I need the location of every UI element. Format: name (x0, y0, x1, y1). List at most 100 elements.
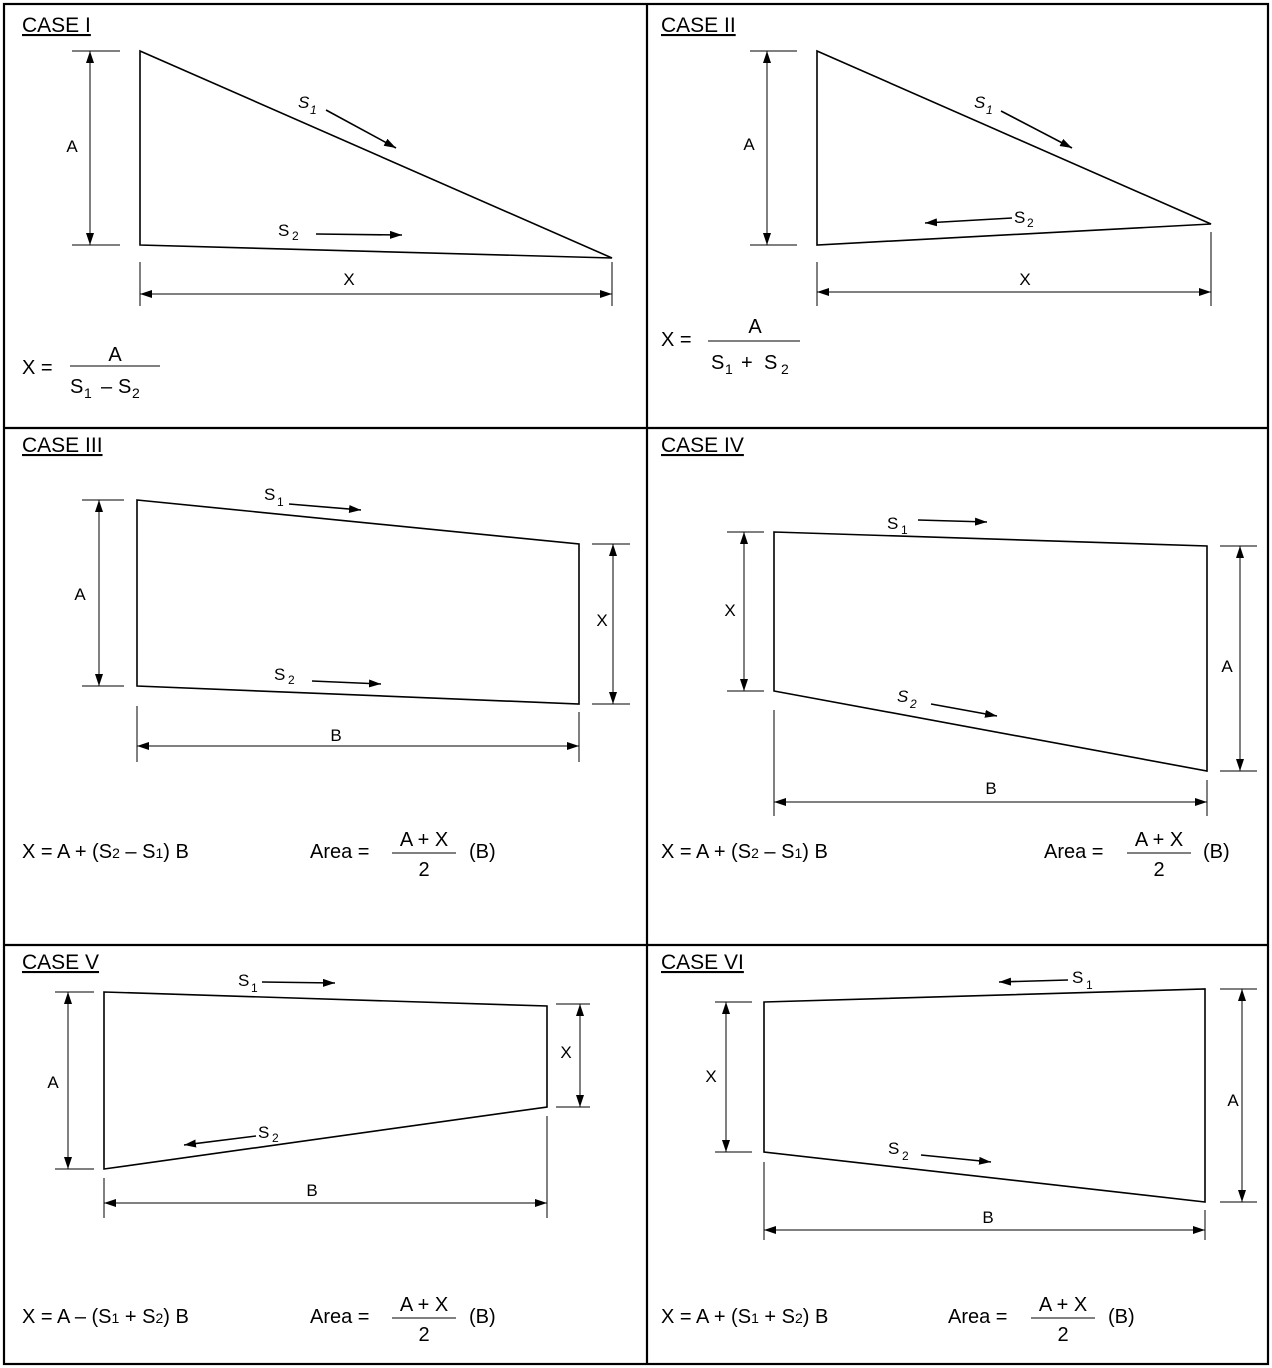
case-2-formula-lhs: X = (661, 329, 692, 351)
case-3-label-a: A (74, 585, 86, 604)
case-6-s1-label: S (1072, 968, 1083, 987)
case-1-formula-den-sub2: 2 (132, 385, 140, 401)
case-1-formula-den-s1: S (70, 376, 83, 398)
case-2-s2-sub: 2 (1027, 216, 1034, 230)
case-5-s1-sub: 1 (251, 981, 258, 995)
case-5-shape (103, 991, 548, 1170)
case-2-s1-arrow (1000, 110, 1073, 149)
case-6-area-num: A + X (1039, 1294, 1087, 1316)
case-2-panel: CASE II A X S 1 S 2 X = A S 1 + S 2 (661, 14, 1212, 377)
case-1-s2-arrow (315, 230, 403, 239)
case-6-panel: CASE VI X A B S 1 S 2 X = A + (S1 + S2) … (661, 951, 1257, 1346)
case-3-area-den: 2 (418, 859, 429, 881)
case-2-s2-arrow (924, 217, 1013, 227)
case-1-s2-label: S (278, 221, 289, 240)
case-3-area-num: A + X (400, 829, 448, 851)
case-6-label-a: A (1227, 1091, 1239, 1110)
case-2-formula-den-s1: S (711, 352, 724, 374)
case-5-title: CASE V (22, 951, 99, 974)
case-4-s1-arrow (917, 517, 988, 526)
case-4-shape (773, 531, 1208, 772)
case-6-label-b: B (982, 1208, 993, 1227)
case-4-area-num: A + X (1135, 829, 1183, 851)
case-6-area-den: 2 (1057, 1324, 1068, 1346)
case-3-s2-arrow (311, 679, 382, 688)
case-6-s2-label: S (888, 1139, 899, 1158)
case-1-shape (139, 49, 613, 259)
case-4-formula-x: X = A + (S2 – S1) B (661, 841, 828, 863)
case-1-formula-lhs: X = (22, 357, 53, 379)
case-4-formula: X = A + (S2 – S1) B Area = A + X 2 (B) (661, 829, 1230, 881)
case-1-panel: CASE I A X S 1 S 2 X = A S 1 – S 2 (22, 14, 613, 401)
case-5-label-a: A (47, 1073, 59, 1092)
case-4-label-b: B (985, 779, 996, 798)
case-2-formula-den-s2: S (764, 352, 777, 374)
case-3-label-x: X (596, 611, 607, 630)
case-3-formula: X = A + (S2 – S1) B Area = A + X 2 (B) (22, 829, 496, 881)
case-5-s2-sub: 2 (272, 1131, 279, 1145)
case-4-label-a: A (1221, 657, 1233, 676)
case-3-s2-label: S (274, 665, 285, 684)
case-3-shape (136, 499, 580, 705)
case-4-s2-label: S (897, 687, 909, 706)
case-2-formula-den-op: + (741, 352, 753, 374)
case-6-area-tail: (B) (1108, 1306, 1135, 1328)
case-3-s1-sub: 1 (277, 495, 284, 509)
case-5-s1-label: S (238, 971, 249, 990)
case-5-area-num: A + X (400, 1294, 448, 1316)
case-3-panel: CASE III A X B S 1 S 2 X = A + (S2 – S1)… (22, 434, 630, 881)
case-1-formula-num: A (108, 344, 122, 366)
case-3-formula-x: X = A + (S2 – S1) B (22, 841, 189, 863)
case-6-formula-x: X = A + (S1 + S2) B (661, 1306, 828, 1328)
case-4-title: CASE IV (661, 434, 744, 457)
case-5-label-x: X (560, 1043, 571, 1062)
case-3-title: CASE III (22, 434, 103, 457)
case-1-formula-den-op: – (101, 376, 113, 398)
case-2-label-a: A (743, 135, 755, 154)
case-5-formula: X = A – (S1 + S2) B Area = A + X 2 (B) (22, 1294, 496, 1346)
case-1-formula-den-s2: S (118, 376, 131, 398)
case-2-shape (816, 49, 1212, 246)
case-2-s1-label: S (974, 93, 986, 112)
case-5-panel: CASE V A X B S 1 S 2 X = A – (S1 + S2) B… (22, 951, 590, 1346)
case-6-title: CASE VI (661, 951, 744, 974)
case-1-formula-den-sub1: 1 (84, 385, 92, 401)
case-3-s1-label: S (264, 485, 275, 504)
case-1-formula: X = A S 1 – S 2 (22, 344, 160, 401)
case-3-area-tail: (B) (469, 841, 496, 863)
case-3-s1-arrow (288, 503, 362, 513)
case-2-s1-sub: 1 (986, 103, 993, 117)
case-6-s2-arrow (920, 1154, 992, 1165)
case-3-s2-sub: 2 (288, 673, 295, 687)
case-2-formula-den-sub1: 1 (725, 361, 733, 377)
case-1-s1-sub: 1 (310, 103, 317, 117)
case-4-area-den: 2 (1153, 859, 1164, 881)
case-6-shape (763, 988, 1206, 1203)
case-5-s2-arrow (183, 1135, 257, 1148)
case-2-s2-label: S (1014, 208, 1025, 227)
case-6-s2-sub: 2 (902, 1149, 909, 1163)
case-5-area-label: Area = (310, 1306, 369, 1328)
case-4-s2-sub: 2 (909, 697, 917, 711)
case-6-label-x: X (705, 1067, 716, 1086)
case-4-s2-arrow (930, 703, 998, 718)
case-5-label-b: B (306, 1181, 317, 1200)
case-6-formula: X = A + (S1 + S2) B Area = A + X 2 (B) (661, 1294, 1135, 1346)
case-3-label-b: B (330, 726, 341, 745)
case-5-formula-x: X = A – (S1 + S2) B (22, 1306, 189, 1328)
case-5-s2-label: S (258, 1123, 269, 1142)
case-1-label-a: A (66, 137, 78, 156)
case-1-s2-sub: 2 (292, 229, 299, 243)
case-6-area-label: Area = (948, 1306, 1007, 1328)
case-6-s1-arrow (998, 977, 1069, 986)
case-3-area-label: Area = (310, 841, 369, 863)
case-1-s1-label: S (298, 93, 310, 112)
case-5-area-tail: (B) (469, 1306, 496, 1328)
case-2-title: CASE II (661, 14, 736, 37)
case-2-label-x: X (1019, 270, 1030, 289)
case-6-s1-sub: 1 (1086, 978, 1093, 992)
case-4-label-x: X (724, 601, 735, 620)
case-4-area-label: Area = (1044, 841, 1103, 863)
